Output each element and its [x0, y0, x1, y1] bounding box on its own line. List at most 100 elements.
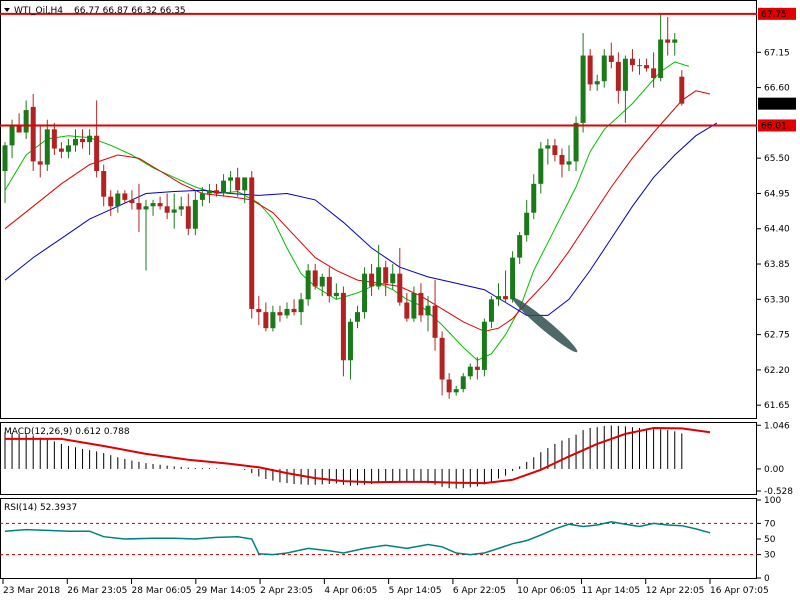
- candle: [87, 129, 93, 155]
- candle-body: [319, 276, 325, 287]
- time-tick-label: 5 Apr 14:05: [389, 586, 442, 596]
- candle: [355, 305, 360, 329]
- candle: [23, 100, 29, 139]
- rsi-title: RSI(14) 52.3937: [4, 503, 77, 513]
- time-tick-label: 23 Mar 2018: [3, 586, 60, 596]
- candle-body: [474, 366, 480, 370]
- candle: [115, 190, 121, 213]
- candle-body: [101, 171, 107, 197]
- candle-body: [312, 270, 318, 287]
- moving-average-3: [4, 122, 718, 316]
- macd-signal: [5, 426, 711, 485]
- price-tick-label: 61.65: [764, 401, 790, 411]
- candle: [340, 286, 346, 377]
- candle: [474, 357, 480, 380]
- candle-body: [150, 203, 156, 207]
- candle-body: [58, 148, 64, 152]
- candle-body: [305, 270, 311, 300]
- candle: [496, 283, 501, 306]
- candle: [524, 199, 530, 242]
- rsi-pane-border: [0, 498, 757, 579]
- candle-body: [651, 68, 657, 78]
- candle: [94, 100, 100, 178]
- candle: [488, 296, 494, 329]
- candle: [298, 292, 304, 325]
- candle: [80, 129, 86, 149]
- candle-body: [665, 39, 671, 43]
- header: WTI_Oil,H4 66.77 66.87 66.32 66.35: [4, 6, 186, 16]
- candle-body: [517, 235, 523, 258]
- candle: [249, 171, 255, 319]
- candle: [559, 148, 565, 178]
- candle-body: [143, 206, 149, 210]
- candle-body: [235, 177, 241, 191]
- candle-body: [531, 183, 537, 213]
- candle-body: [566, 161, 572, 165]
- candle: [30, 94, 36, 172]
- rsi-axis: 100 70 50 30 0: [757, 496, 781, 584]
- candle: [538, 142, 544, 194]
- price-tick-label: 62.20: [764, 366, 790, 376]
- candle: [418, 283, 424, 322]
- candle: [517, 231, 523, 265]
- candle: [333, 283, 339, 300]
- candle: [2, 142, 8, 204]
- candle: [185, 193, 191, 236]
- candle: [432, 280, 438, 351]
- candle: [129, 190, 135, 210]
- candle-body: [270, 312, 276, 329]
- candle-body: [340, 292, 346, 361]
- candle-body: [496, 296, 501, 300]
- candle: [305, 264, 311, 306]
- candle: [58, 142, 64, 159]
- time-tick-label: 12 Apr 22:05: [646, 586, 705, 596]
- candle-body: [263, 312, 269, 329]
- macd-tick-label: 0.00: [764, 465, 784, 475]
- candle-body: [277, 312, 283, 316]
- candle-body: [580, 55, 586, 123]
- candle-body: [164, 206, 170, 213]
- candle-body: [538, 148, 544, 184]
- arrow-shape: [512, 297, 578, 353]
- current-price-label: 66.35: [761, 100, 787, 110]
- candle-body: [615, 61, 621, 91]
- candle: [608, 42, 614, 69]
- moving-averages: [4, 61, 718, 361]
- candle: [362, 267, 368, 319]
- candle-body: [178, 206, 184, 210]
- candle-body: [221, 180, 227, 194]
- candle-body: [355, 312, 360, 322]
- candle: [665, 17, 671, 56]
- candle: [658, 13, 664, 82]
- rsi-pane: 100 70 50 30 0 RSI(14) 52.3937: [0, 496, 781, 584]
- candle-body: [411, 292, 417, 319]
- candle-body: [608, 55, 614, 62]
- candle: [157, 196, 163, 210]
- macd-axis: 1.046 0.00 -0.528: [757, 421, 793, 497]
- time-tick-label: 28 Mar 06:05: [132, 586, 192, 596]
- rsi-tick-label: 70: [764, 519, 776, 529]
- dropdown-triangle-icon[interactable]: [4, 8, 10, 12]
- candle-body: [347, 321, 353, 361]
- candle-body: [369, 273, 375, 287]
- candle-body: [425, 305, 431, 316]
- candle-body: [108, 196, 114, 207]
- candle: [235, 167, 241, 197]
- candle: [622, 55, 628, 123]
- price-tick-label: 63.30: [764, 295, 790, 305]
- macd-histogram: [4, 425, 683, 489]
- candle-body: [171, 209, 177, 213]
- candle: [439, 331, 445, 396]
- rsi-tick-label: 0: [764, 574, 770, 584]
- candle: [228, 171, 234, 194]
- candle-body: [545, 145, 551, 149]
- candle-body: [629, 58, 635, 66]
- price-tick-label: 64.40: [764, 225, 790, 235]
- candle: [651, 52, 657, 88]
- candle: [221, 174, 227, 197]
- candle-body: [16, 126, 22, 133]
- candle-body: [383, 267, 389, 284]
- candle: [531, 174, 537, 220]
- candle: [164, 193, 170, 220]
- price-pane-border: [0, 0, 757, 419]
